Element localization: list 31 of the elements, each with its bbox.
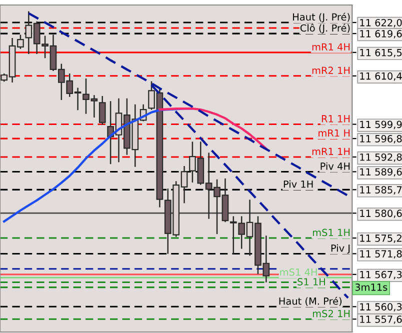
y-tick-label: 11 596,8 bbox=[360, 135, 402, 144]
y-tick-label: 11 557,6 bbox=[360, 316, 402, 324]
ref-line-label: Piv J bbox=[331, 244, 350, 254]
y-tick-label: 11 575,2 bbox=[360, 234, 402, 243]
y-tick-label: 11 592,8 bbox=[360, 153, 402, 162]
ref-line-label: S1 1H bbox=[298, 278, 325, 286]
ref-line-label: mR1 1H bbox=[312, 148, 350, 155]
y-tick-label: 11 615,5 bbox=[360, 48, 402, 58]
text: 3m11s bbox=[355, 284, 388, 291]
ref-line-label: Clô (J. Pré) bbox=[300, 24, 350, 34]
ref-line-label: Piv 1H bbox=[284, 180, 313, 188]
ref-line-label: R1 1H bbox=[322, 115, 350, 122]
y-tick-label: 11 560,3 bbox=[360, 303, 402, 312]
ref-line-label: mS1 1H bbox=[312, 228, 350, 236]
y-tick-label: 11 622,0 bbox=[360, 18, 402, 28]
y-tick-label: 11 571,8 bbox=[360, 250, 402, 259]
y-tick-label: 11 589,6 bbox=[360, 168, 402, 177]
ref-line-label: mR1 H bbox=[318, 129, 350, 137]
ref-line-label: Piv 4H bbox=[320, 162, 350, 170]
y-tick-label: 11 585,7 bbox=[360, 186, 402, 195]
ref-line-label: mS2 1H bbox=[312, 310, 350, 318]
ref-line-label: mR2 1H bbox=[312, 66, 350, 74]
y-tick-label: 11 610,4 bbox=[360, 72, 402, 81]
y-tick-label: 11 580,6 bbox=[360, 210, 402, 218]
y-tick-label: 11 599,9 bbox=[360, 120, 402, 130]
ref-line-label: mR1 4H bbox=[312, 43, 350, 50]
y-tick-label: 11 619,6 bbox=[360, 30, 402, 38]
ref-line-label: Haut (J. Pré) bbox=[293, 12, 350, 22]
ref-line-label: Haut (M. Pré) bbox=[279, 296, 342, 306]
ref-line-label: mS1 4H bbox=[280, 268, 317, 276]
y-tick-label: 11 567,3 bbox=[360, 270, 402, 280]
